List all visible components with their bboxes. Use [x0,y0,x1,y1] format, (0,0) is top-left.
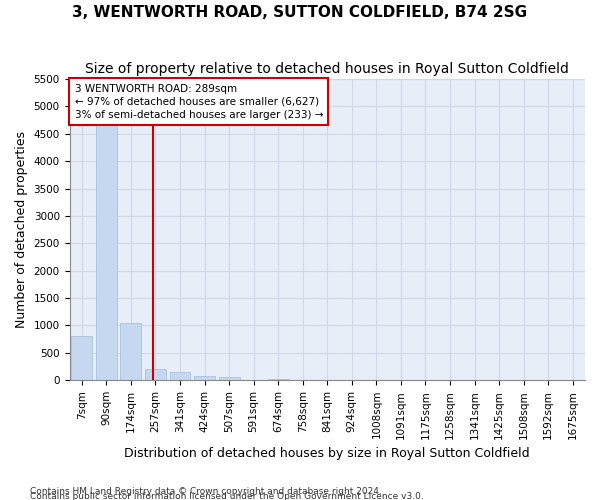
Bar [218,378,239,380]
Bar [71,336,92,380]
Y-axis label: Number of detached properties: Number of detached properties [15,131,28,328]
Bar [268,378,289,380]
Bar [170,372,190,380]
Bar [194,376,215,380]
Title: Size of property relative to detached houses in Royal Sutton Coldfield: Size of property relative to detached ho… [85,62,569,76]
Text: 3, WENTWORTH ROAD, SUTTON COLDFIELD, B74 2SG: 3, WENTWORTH ROAD, SUTTON COLDFIELD, B74… [73,5,527,20]
Bar [121,322,142,380]
Text: Contains HM Land Registry data © Crown copyright and database right 2024.: Contains HM Land Registry data © Crown c… [30,486,382,496]
Text: Contains public sector information licensed under the Open Government Licence v3: Contains public sector information licen… [30,492,424,500]
X-axis label: Distribution of detached houses by size in Royal Sutton Coldfield: Distribution of detached houses by size … [124,447,530,460]
Bar [145,369,166,380]
Bar [96,123,117,380]
Text: 3 WENTWORTH ROAD: 289sqm
← 97% of detached houses are smaller (6,627)
3% of semi: 3 WENTWORTH ROAD: 289sqm ← 97% of detach… [74,84,323,120]
